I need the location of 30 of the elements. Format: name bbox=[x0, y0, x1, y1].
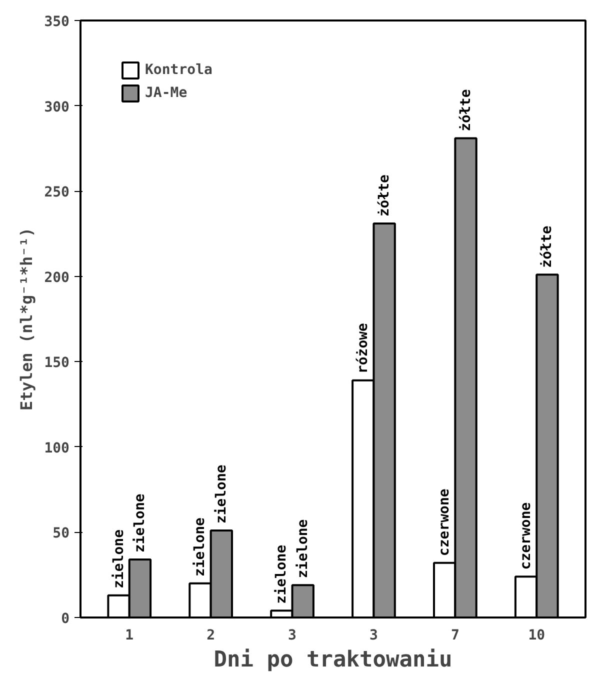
y-tick-label: 100 bbox=[44, 440, 70, 456]
y-tick-label: 300 bbox=[44, 99, 70, 116]
x-tick-label: 7 bbox=[450, 628, 460, 644]
data-label: zielone bbox=[192, 518, 208, 577]
x-tick-label: 3 bbox=[370, 628, 378, 644]
data-label: zielone bbox=[110, 529, 127, 589]
x-tick-label: 2 bbox=[206, 628, 216, 644]
x-tick-label: 1 bbox=[125, 628, 134, 644]
data-label: zielone bbox=[274, 544, 290, 604]
data-label: żółte bbox=[539, 226, 556, 268]
y-tick-label: 50 bbox=[52, 526, 70, 542]
y-tick-label: 350 bbox=[44, 14, 70, 30]
data-label: różowe bbox=[355, 323, 372, 374]
y-tick-label: 250 bbox=[44, 184, 70, 201]
legend-label: Kontrola bbox=[145, 62, 212, 78]
data-label: zielone bbox=[294, 519, 311, 578]
data-label: żółte bbox=[458, 89, 474, 132]
data-label: czerwone bbox=[518, 502, 534, 570]
data-label: zielone bbox=[132, 494, 148, 553]
x-tick-label: 10 bbox=[528, 628, 546, 644]
data-label: czerwone bbox=[436, 488, 453, 556]
legend-label: JA-Me bbox=[145, 85, 188, 101]
y-tick-label: 150 bbox=[44, 355, 70, 372]
y-tick-label: 200 bbox=[44, 270, 70, 286]
y-tick-label: 0 bbox=[61, 611, 70, 627]
x-tick-label: 3 bbox=[288, 628, 296, 644]
x-axis-title: Dni po traktowaniu bbox=[214, 648, 452, 672]
y-axis-title: Etylen (nl*g⁻¹*h⁻¹) bbox=[17, 227, 36, 411]
data-label: zielone bbox=[213, 464, 230, 524]
data-label: żółte bbox=[376, 174, 392, 217]
